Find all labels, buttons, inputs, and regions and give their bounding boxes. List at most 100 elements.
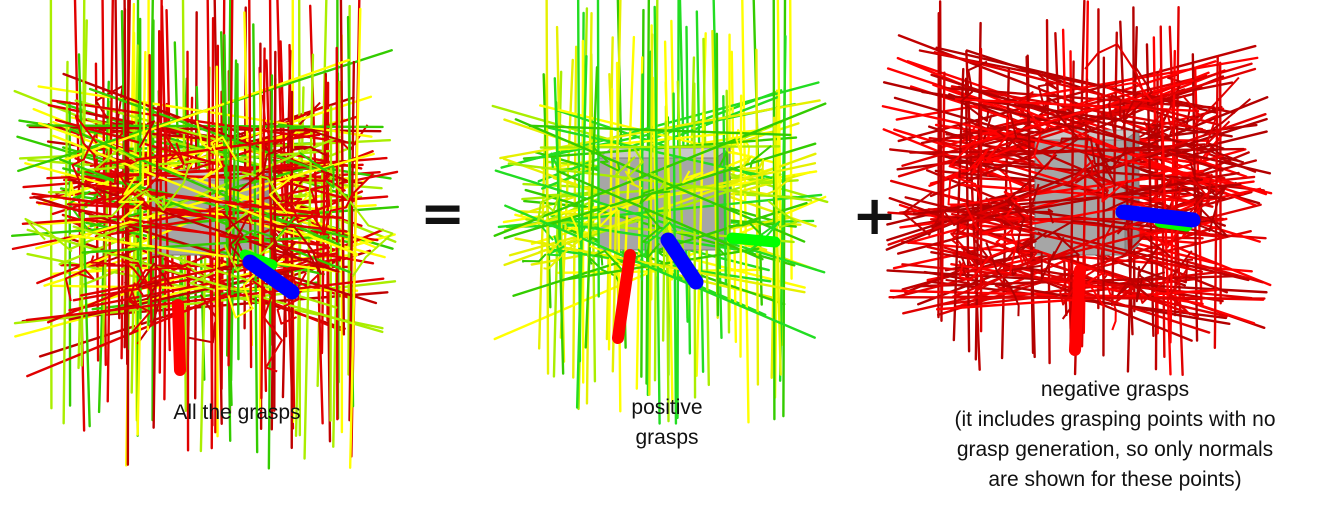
grasp-line: [648, 33, 654, 396]
grasp-line: [676, 80, 685, 283]
grasp-line: [545, 0, 550, 375]
grasp-line: [25, 277, 385, 322]
grasp-line: [904, 196, 1250, 282]
gripper-outline: [598, 205, 619, 228]
gripper-outline: [1050, 231, 1080, 261]
grasp-line: [123, 0, 129, 366]
gripper-outline: [268, 174, 295, 214]
grasp-line: [35, 201, 375, 265]
all-grasps-visualization: [10, 0, 400, 470]
x-axis-cylinder: [612, 249, 636, 344]
grasp-line: [950, 212, 1204, 273]
gripper-outline: [1037, 220, 1128, 238]
gripper-outline: [902, 191, 968, 236]
grasp-lines-front: [493, 0, 827, 425]
gripper-outline: [323, 176, 347, 207]
grasp-line: [960, 79, 1194, 148]
grasp-line: [958, 183, 1196, 203]
grasp-line: [114, 0, 121, 320]
gripper-outline: [1137, 246, 1160, 274]
grasp-line: [646, 50, 652, 397]
gripper-outline: [327, 177, 394, 278]
equals-operator: =: [420, 182, 466, 245]
grasp-line: [273, 50, 277, 412]
grasp-line: [514, 118, 806, 243]
gripper-outline: [1085, 134, 1101, 177]
grasp-lines-front: [10, 0, 400, 470]
x-axis-cylinder: [1069, 264, 1086, 356]
gripper-outline: [1059, 255, 1114, 306]
grasp-line: [950, 85, 1204, 131]
gripper-outline: [127, 173, 162, 210]
gripper-outline: [276, 276, 300, 325]
grasp-line: [493, 102, 827, 237]
grasp-line: [957, 85, 1197, 148]
gripper-outline: [1167, 100, 1180, 108]
gripper-outline: [1101, 154, 1128, 203]
grasp-line: [697, 112, 705, 304]
grasp-line: [26, 228, 384, 334]
gripper-outline: [962, 249, 1006, 293]
gripper-outline: [649, 172, 667, 190]
grasp-line: [882, 81, 1272, 175]
grasp-line: [584, 66, 599, 349]
gripper-outline: [720, 129, 751, 166]
gripper-outline: [1130, 219, 1186, 248]
gripper-outline: [749, 145, 772, 168]
grasp-line: [741, 0, 750, 424]
z-axis-cylinder: [660, 232, 704, 290]
gripper-outline: [624, 170, 643, 190]
gripper-outline: [950, 209, 1021, 246]
gripper-outline: [277, 123, 305, 130]
grasp-line: [954, 160, 1200, 180]
grasp-line: [553, 77, 563, 279]
gripper-outline: [74, 115, 98, 158]
grasp-line: [940, 71, 946, 308]
grasp-line: [320, 76, 328, 355]
gripper-outline: [1181, 76, 1240, 128]
positive-grasps-panel: [470, 0, 830, 425]
grasp-line: [160, 5, 171, 352]
negative-grasps-visualization: [881, 0, 1273, 376]
gripper-outline: [1168, 266, 1191, 316]
gripper-outline: [1148, 108, 1206, 137]
gripper-outline: [1151, 177, 1198, 201]
z-axis-cylinder: [242, 254, 300, 300]
gripper-outline: [1202, 98, 1252, 138]
grasp-line: [94, 198, 316, 238]
gripper-outline: [682, 170, 704, 184]
grasp-line: [596, 0, 600, 298]
gripper-outline: [986, 116, 1017, 160]
gripper-outline: [128, 282, 152, 335]
gripper-outline: [719, 151, 729, 166]
grasp-line: [81, 235, 329, 254]
grasp-line: [1213, 55, 1219, 350]
gripper-outline: [1029, 183, 1054, 224]
grasp-line: [575, 55, 588, 409]
gripper-outline: [24, 217, 73, 253]
grasp-line: [158, 0, 163, 374]
gripper-outline: [637, 221, 678, 259]
gripper-outline: [1183, 173, 1213, 220]
gripper-outline: [1074, 173, 1109, 194]
grasp-line: [623, 35, 636, 279]
gripper-outline: [227, 266, 263, 319]
gripper-outline: [948, 136, 989, 175]
grasp-line: [528, 124, 792, 137]
grasp-line: [755, 48, 760, 386]
gripper-outline: [1013, 91, 1042, 130]
gripper-outline: [996, 125, 1062, 153]
grasp-line: [79, 246, 331, 297]
grasp-line: [507, 162, 813, 202]
grasp-line: [69, 234, 341, 273]
grasp-line: [339, 0, 346, 336]
gripper-outline: [749, 174, 796, 196]
gripper-outline: [1053, 111, 1080, 155]
grasp-line: [607, 87, 614, 351]
grasp-line: [555, 25, 566, 363]
gripper-outline: [83, 168, 134, 201]
gripper-outline: [1095, 143, 1117, 187]
grasp-line: [789, 0, 793, 280]
gripper-outline: [199, 136, 238, 183]
gripper-outline: [1018, 249, 1040, 269]
